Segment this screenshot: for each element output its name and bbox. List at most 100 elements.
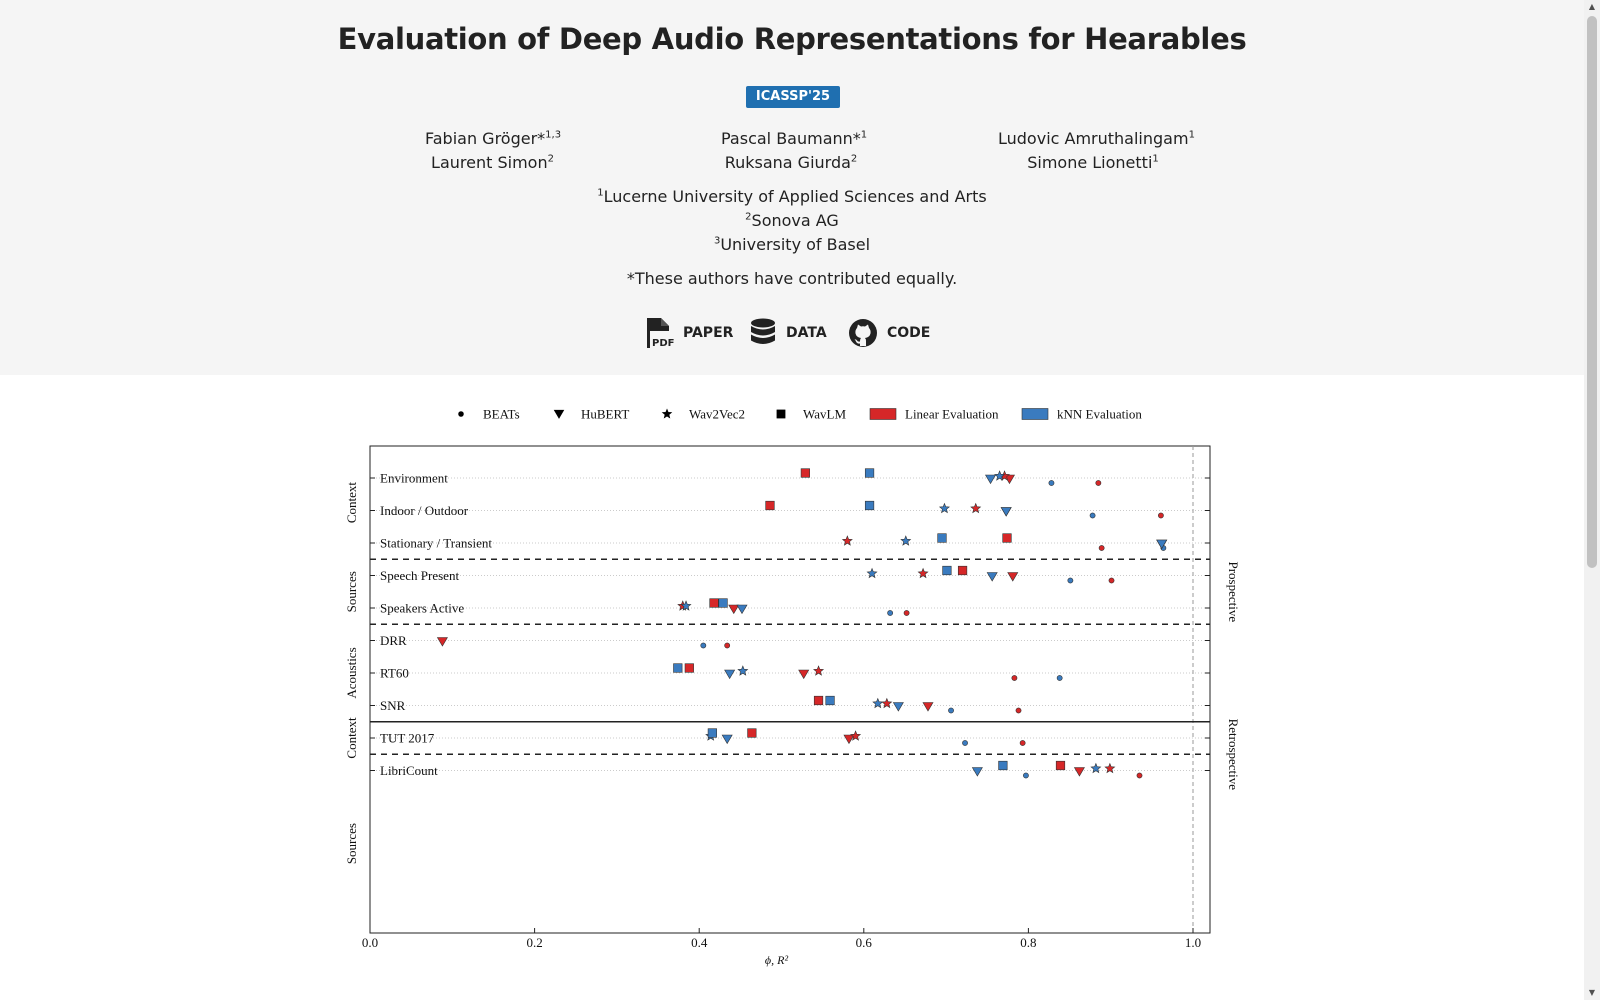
data-point-wavlm-knn [864, 468, 875, 478]
data-point-wav2vec2-linear [850, 730, 862, 741]
author-name: Simone Lionetti [1027, 153, 1153, 172]
data-point-beats-knn [1048, 480, 1055, 486]
page-scrollbar[interactable]: ▲ ▼ [1584, 0, 1600, 1000]
data-point-hubert-knn [1000, 507, 1012, 517]
data-point-hubert-knn [724, 669, 736, 680]
x-tick-label: 0.4 [691, 935, 708, 950]
author-affiliation-marker: 1 [860, 129, 868, 141]
author-affiliation-marker: 1 [1188, 129, 1195, 141]
data-point-hubert-linear [728, 604, 740, 615]
x-tick-label: 0.2 [526, 935, 542, 950]
legend-label: kNN Evaluation [1057, 407, 1142, 422]
data-point-wav2vec2-knn [1090, 762, 1102, 774]
data-point-wav2vec2-knn [680, 600, 692, 611]
data-point-wav2vec2-knn [737, 665, 749, 676]
section-label: Prospective [1226, 561, 1241, 622]
legend-label: BEATs [483, 407, 520, 422]
results-chart: BEATs HuBERT Wav2Vec2 WavLM Linear Evaluatio… [344, 407, 1241, 968]
author: Laurent Simon2 [425, 151, 560, 175]
data-point-wav2vec2-linear [917, 567, 929, 579]
data-point-wav2vec2-linear [813, 665, 825, 676]
equal-contribution-note: *These authors have contributed equally. [626, 269, 958, 288]
data-point-wavlm-linear [765, 500, 775, 511]
data-point-wav2vec2-knn [866, 567, 878, 579]
data-link[interactable]: DATA [749, 316, 827, 350]
row-label: Indoor / Outdoor [380, 503, 469, 518]
scrollbar-thumb[interactable] [1587, 16, 1597, 568]
data-point-wavlm-linear [957, 565, 968, 576]
data-point-wavlm-linear [800, 468, 810, 478]
row-label: DRR [380, 633, 407, 648]
data-point-wavlm-linear [1002, 533, 1012, 543]
data-point-wav2vec2-knn [872, 697, 884, 709]
author: Ruksana Giurda2 [721, 151, 861, 175]
data-point-beats-knn [1023, 772, 1029, 779]
data-point-beats-linear [1158, 512, 1164, 519]
svg-text:PDF: PDF [652, 338, 674, 349]
x-tick-label: 0.0 [362, 935, 378, 950]
data-point-wav2vec2-knn [994, 470, 1006, 481]
scroll-up-arrow-icon[interactable]: ▲ [1588, 2, 1596, 11]
author-name: Pascal Baumann* [721, 129, 861, 148]
data-point-wav2vec2-knn [938, 502, 950, 514]
affiliation-name: Sonova AG [751, 211, 839, 230]
data-point-wavlm-linear [813, 695, 824, 706]
author-name: Ruksana Giurda [724, 153, 851, 172]
data-point-beats-linear [1108, 577, 1115, 584]
row-label: SNR [380, 698, 406, 713]
author: Simone Lionetti1 [998, 151, 1188, 175]
data-point-hubert-knn [986, 572, 998, 582]
data-point-hubert-knn [736, 604, 748, 615]
affiliation-marker: 2 [745, 211, 752, 223]
group-label: Sources [344, 823, 359, 864]
data-point-hubert-linear [1007, 572, 1019, 582]
group-label: Sources [344, 571, 359, 612]
row-label: Speech Present [380, 568, 459, 583]
section-label: Retrospective [1226, 719, 1241, 791]
author-name: Ludovic Amruthalingam [998, 129, 1189, 148]
data-point-wavlm-knn [998, 760, 1008, 771]
paper-link-label: PAPER [683, 325, 734, 341]
affiliation-marker: 1 [597, 187, 604, 199]
data-point-hubert-knn [971, 767, 983, 777]
code-link[interactable]: CODE [848, 316, 930, 350]
data-point-wavlm-knn [937, 533, 947, 543]
data-point-wavlm-linear [684, 663, 694, 673]
hero-section: Evaluation of Deep Audio Representations… [0, 0, 1584, 375]
data-point-beats-linear [1098, 545, 1105, 551]
data-point-hubert-linear [1073, 767, 1085, 777]
legend-marker-wav2vec2 [661, 408, 673, 419]
data-point-beats-knn [948, 707, 954, 714]
author: Ludovic Amruthalingam1 [998, 127, 1195, 151]
data-point-wav2vec2-linear [1104, 762, 1116, 774]
author-name: Fabian Gröger* [425, 129, 546, 148]
data-point-hubert-knn [985, 474, 997, 485]
x-tick-label: 0.8 [1020, 935, 1036, 950]
author-affiliation-marker: 1 [1152, 153, 1159, 165]
author-name: Laurent Simon [431, 153, 548, 172]
data-point-wav2vec2-linear [970, 502, 982, 514]
venue-badge: ICASSP'25 [746, 86, 840, 108]
data-point-wavlm-linear [709, 598, 719, 608]
scroll-down-arrow-icon[interactable]: ▼ [1588, 988, 1596, 997]
paper-link[interactable]: PDF PAPER [644, 316, 733, 350]
data-point-hubert-linear [922, 702, 934, 712]
affiliation: 1Lucerne University of Applied Sciences … [0, 185, 1584, 209]
data-point-beats-knn [1056, 675, 1063, 681]
data-point-wav2vec2-linear [841, 535, 853, 546]
group-label: Context [344, 482, 359, 524]
data-point-wavlm-knn [707, 728, 717, 738]
data-point-wavlm-linear [1055, 760, 1066, 771]
data-point-wavlm-linear [747, 728, 757, 738]
legend-label: WavLM [803, 407, 846, 422]
author-affiliation-marker: 1,3 [545, 129, 562, 141]
data-point-beats-knn [962, 740, 968, 746]
data-point-beats-linear [724, 642, 731, 649]
data-point-wavlm-knn [942, 565, 952, 576]
resource-links: PDF PAPER DATA CODE [0, 316, 1584, 350]
row-label: Environment [380, 471, 448, 486]
plot-frame [369, 445, 1211, 934]
data-point-beats-linear [903, 610, 910, 616]
author: Pascal Baumann*1 [721, 127, 867, 151]
page-title: Evaluation of Deep Audio Representations… [337, 22, 1247, 56]
